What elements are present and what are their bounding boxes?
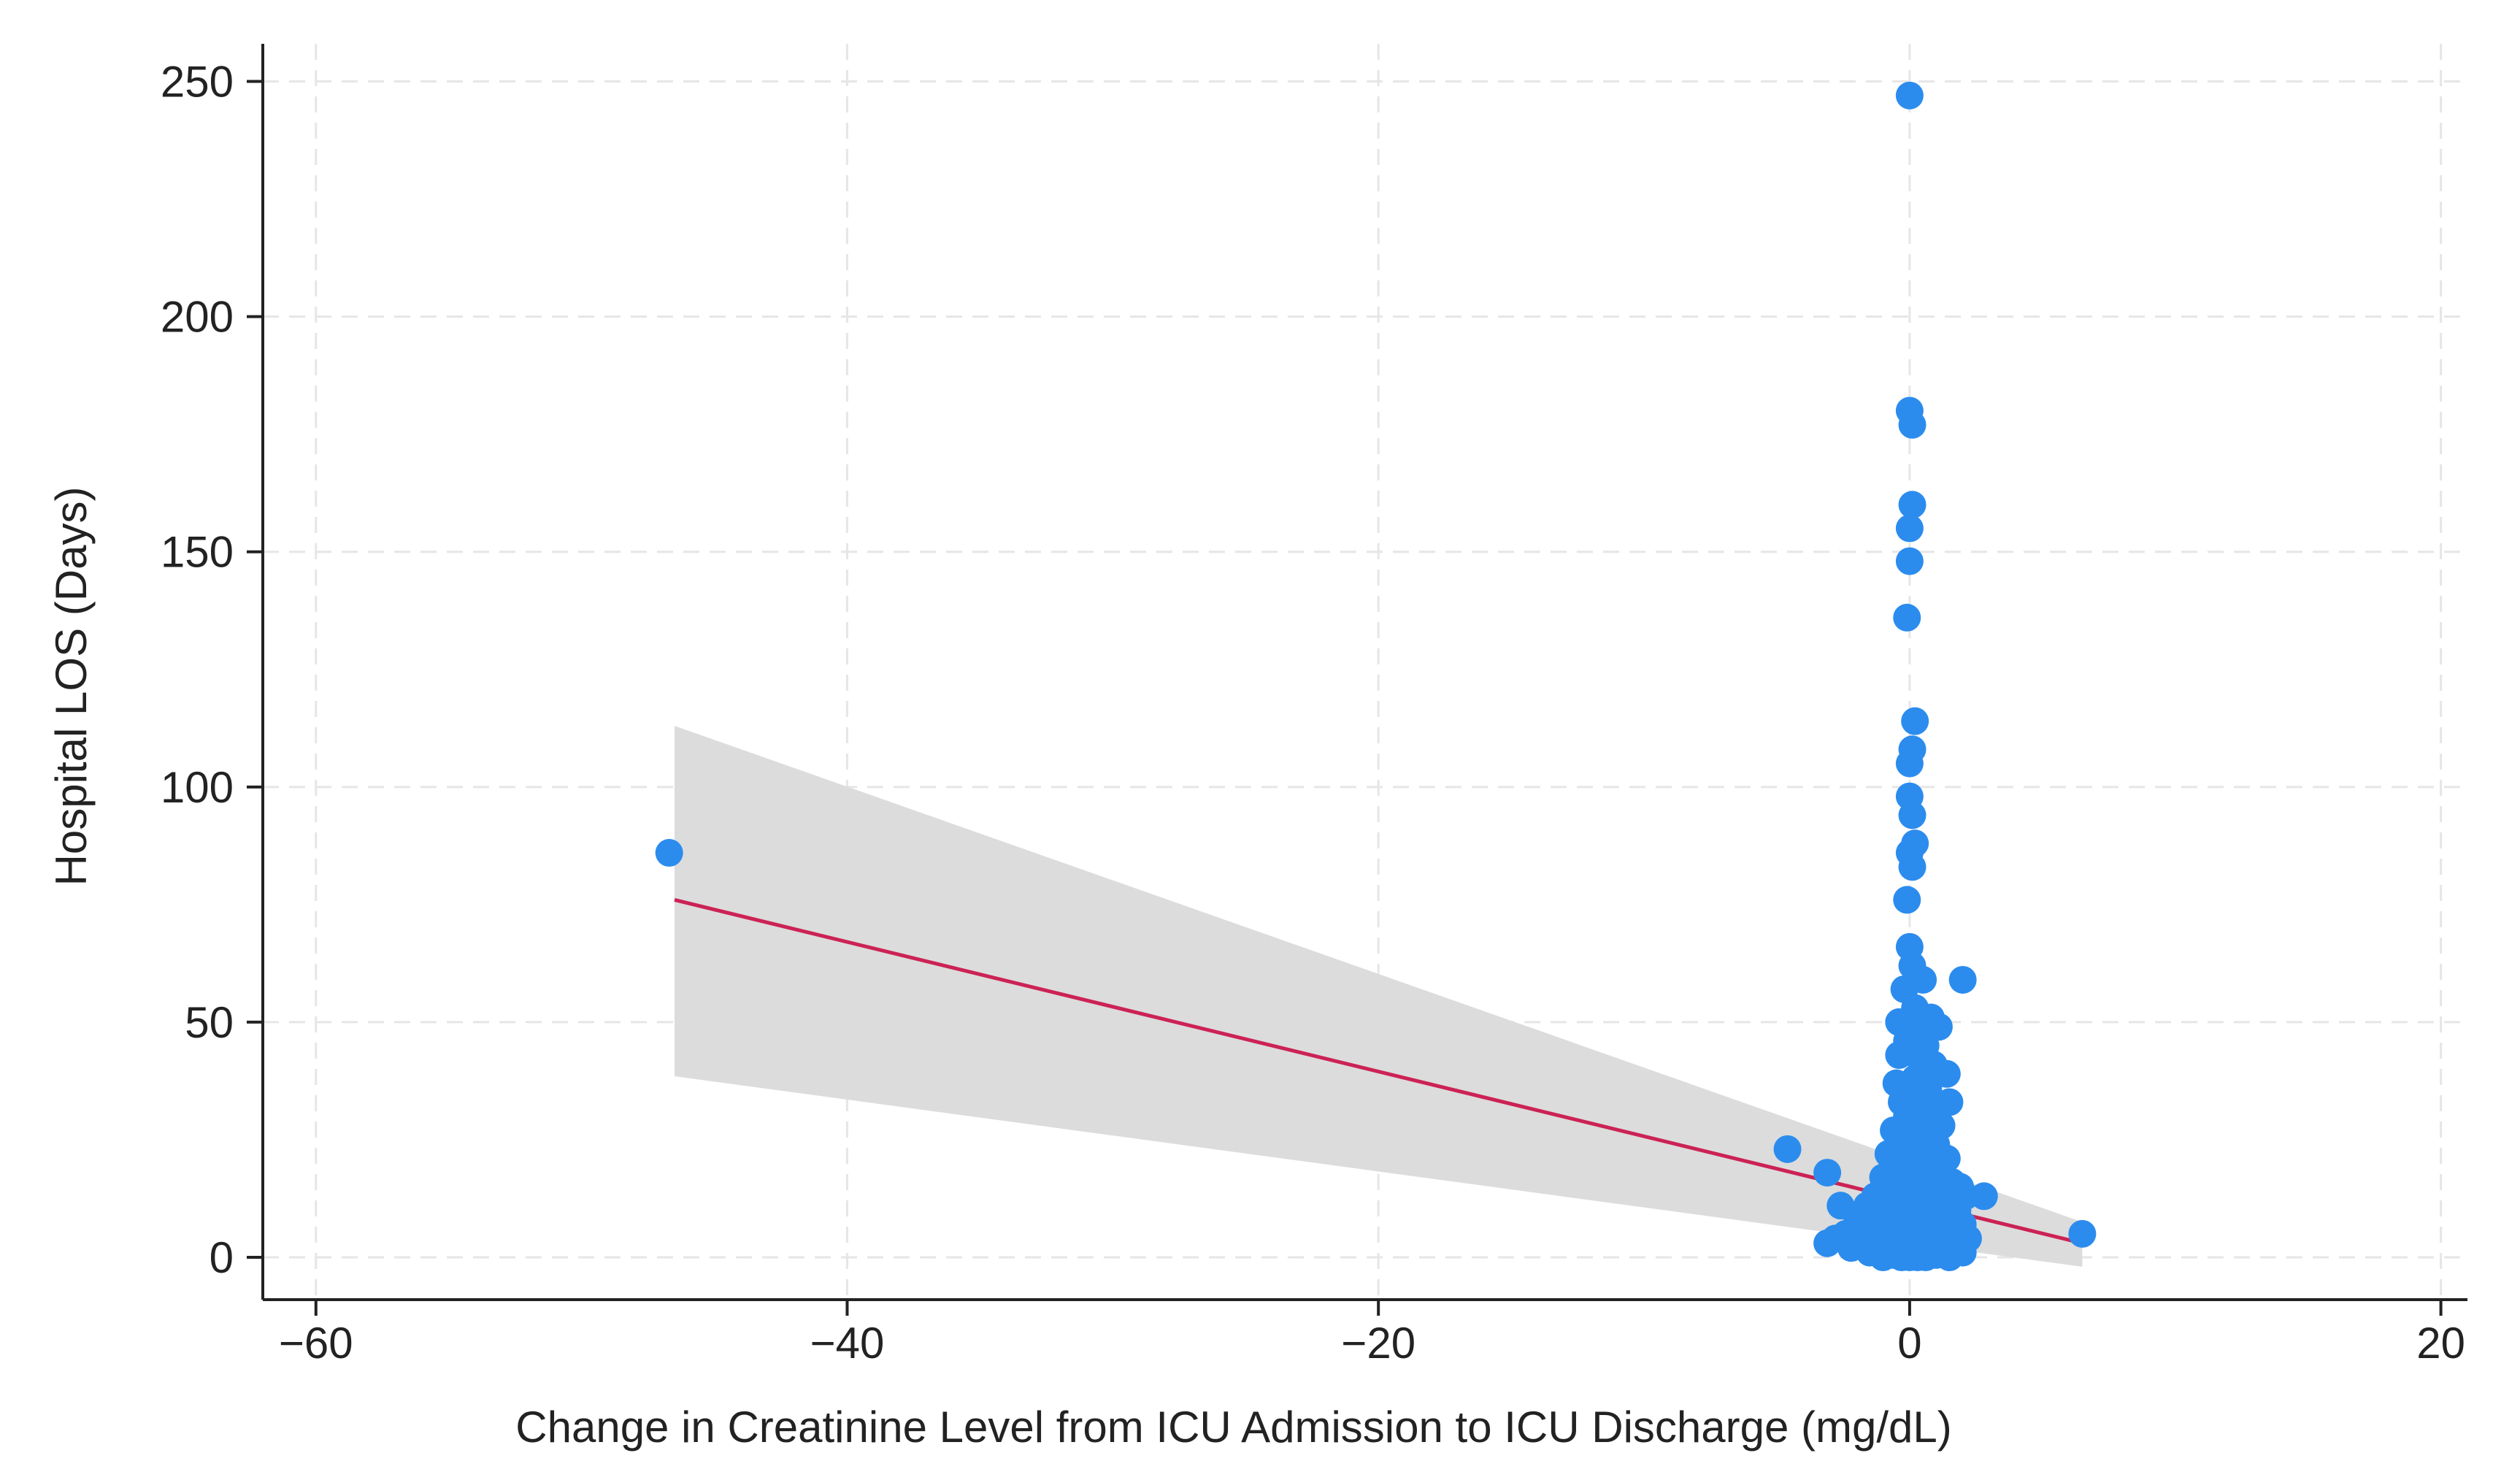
y-tick-label: 50 [185, 998, 234, 1047]
x-tick-label: −60 [279, 1319, 353, 1368]
data-point [1898, 491, 1927, 519]
x-tick-label: 0 [1897, 1319, 1921, 1368]
data-point [1813, 1159, 1842, 1187]
confidence-band [674, 726, 2083, 1267]
x-axis-title: Change in Creatinine Level from ICU Admi… [515, 1403, 1952, 1452]
data-point [1895, 514, 1924, 542]
y-tick-label: 100 [161, 763, 234, 812]
axes [261, 44, 2467, 1301]
y-tick-label: 200 [161, 293, 234, 342]
y-axis-title: Hospital LOS (Days) [47, 487, 96, 886]
data-point [1895, 547, 1924, 575]
data-point [2068, 1219, 2097, 1248]
data-point [1893, 603, 1921, 632]
data-point [1869, 1243, 1897, 1272]
fit-line-group [674, 898, 2083, 1246]
data-point [655, 839, 683, 867]
y-tick-label: 250 [161, 58, 234, 107]
confidence-band-group [674, 726, 2083, 1267]
data-point [1948, 965, 1977, 994]
x-tick-label: −40 [810, 1319, 885, 1368]
data-point [1813, 1229, 1842, 1257]
x-tick-label: 20 [2416, 1319, 2465, 1368]
y-tick-label: 150 [161, 528, 234, 577]
data-point [1895, 81, 1924, 110]
x-tick-label: −20 [1341, 1319, 1415, 1368]
y-tick-label: 0 [210, 1233, 234, 1282]
y-axis-ticks: 0 50 100 150 200 250 [161, 58, 263, 1282]
data-point [1898, 853, 1927, 881]
data-point [1773, 1135, 1802, 1163]
data-point [1893, 886, 1921, 914]
data-point [1885, 1041, 1913, 1070]
data-point [1898, 410, 1927, 439]
data-point [1903, 1243, 1932, 1272]
data-point [1935, 1243, 1964, 1272]
data-points [655, 81, 2097, 1272]
fit-line [674, 898, 2083, 1246]
x-axis-ticks: −60 −40 −20 0 20 [279, 1300, 2465, 1368]
data-point [1895, 749, 1924, 778]
data-point [1898, 801, 1927, 829]
data-point [1901, 707, 1929, 735]
